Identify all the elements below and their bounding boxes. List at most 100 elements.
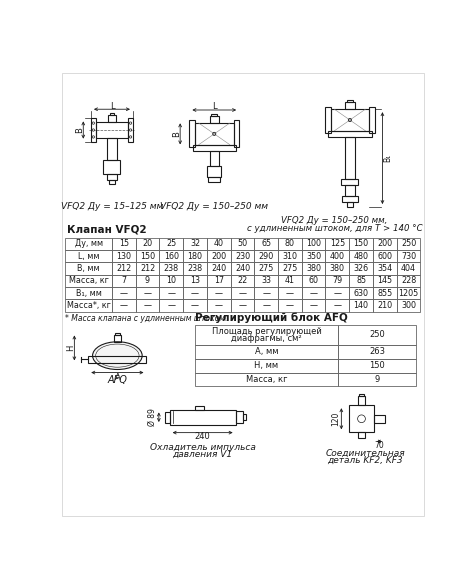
Bar [88, 356, 146, 363]
Text: 17: 17 [214, 276, 224, 286]
Text: VFQ2 Ду = 15–125 мм: VFQ2 Ду = 15–125 мм [61, 202, 163, 212]
Bar [112, 287, 136, 300]
Bar [326, 262, 349, 275]
Text: 9: 9 [145, 276, 150, 286]
Bar [128, 118, 133, 142]
Text: деталь KF2, KF3: деталь KF2, KF3 [328, 456, 403, 465]
Text: 120: 120 [331, 412, 340, 426]
Text: 380: 380 [330, 264, 345, 273]
Bar [230, 238, 255, 250]
Bar [357, 432, 365, 438]
Bar [183, 287, 207, 300]
Text: 150: 150 [354, 240, 369, 248]
Bar [91, 118, 96, 142]
Bar [183, 262, 207, 275]
Bar [302, 250, 326, 262]
Bar [349, 405, 374, 432]
Bar [136, 250, 159, 262]
Text: Масса, кг: Масса, кг [246, 375, 287, 384]
Bar [65, 262, 112, 275]
Bar [195, 359, 338, 373]
Text: 25: 25 [166, 240, 176, 248]
Text: 200: 200 [211, 252, 226, 261]
Text: давления V1: давления V1 [173, 450, 233, 459]
Text: 380: 380 [306, 264, 321, 273]
Bar [302, 262, 326, 275]
Bar [195, 345, 338, 359]
Text: 310: 310 [283, 252, 297, 261]
Bar [328, 131, 372, 137]
Text: 60: 60 [309, 276, 319, 286]
Bar [170, 409, 236, 425]
Bar [195, 406, 204, 409]
Bar [326, 250, 349, 262]
Text: —: — [262, 301, 270, 310]
Bar [195, 373, 338, 387]
Text: 350: 350 [306, 252, 321, 261]
Bar [397, 287, 420, 300]
Text: 230: 230 [235, 252, 250, 261]
Bar [112, 275, 136, 287]
Text: 404: 404 [401, 264, 416, 273]
Text: Масса*, кг: Масса*, кг [67, 301, 110, 310]
Text: 263: 263 [369, 347, 385, 356]
Text: 240: 240 [235, 264, 250, 273]
Text: 145: 145 [377, 276, 392, 286]
Text: —: — [144, 301, 152, 310]
Bar [136, 238, 159, 250]
Circle shape [92, 136, 94, 138]
Text: 80: 80 [285, 240, 295, 248]
Bar [255, 287, 278, 300]
Text: —: — [286, 289, 294, 298]
Text: 50: 50 [237, 240, 247, 248]
Bar [195, 325, 338, 345]
Bar [136, 300, 159, 312]
Bar [255, 262, 278, 275]
Text: Масса, кг: Масса, кг [69, 276, 109, 286]
Bar [243, 414, 246, 420]
Text: —: — [286, 301, 294, 310]
Bar [345, 137, 355, 180]
Bar [349, 250, 373, 262]
Bar [207, 262, 230, 275]
Text: 100: 100 [306, 240, 321, 248]
Text: 20: 20 [143, 240, 153, 248]
Bar [373, 275, 397, 287]
Bar [190, 121, 195, 147]
Text: 85: 85 [356, 276, 366, 286]
Text: —: — [215, 301, 223, 310]
Text: 250: 250 [369, 331, 385, 339]
Text: А, мм: А, мм [255, 347, 278, 356]
Bar [183, 238, 207, 250]
Text: —: — [333, 289, 341, 298]
Bar [159, 275, 183, 287]
Bar [374, 415, 385, 423]
Bar [103, 160, 120, 174]
Text: 140: 140 [354, 301, 369, 310]
Text: 180: 180 [188, 252, 202, 261]
Bar [211, 114, 218, 116]
Text: —: — [238, 301, 246, 310]
Bar [302, 300, 326, 312]
Bar [397, 238, 420, 250]
Bar [207, 238, 230, 250]
Bar [65, 250, 112, 262]
Bar [357, 396, 365, 405]
Bar [159, 287, 183, 300]
Bar [230, 262, 255, 275]
Bar [207, 275, 230, 287]
Text: 13: 13 [190, 276, 200, 286]
Text: 730: 730 [401, 252, 416, 261]
Text: 160: 160 [164, 252, 179, 261]
Bar [342, 196, 357, 202]
Text: Н, мм: Н, мм [255, 361, 279, 370]
Text: VFQ2 Ду = 150–250 мм,: VFQ2 Ду = 150–250 мм, [281, 216, 388, 225]
Bar [109, 113, 114, 115]
Text: 240: 240 [211, 264, 226, 273]
Bar [159, 250, 183, 262]
Text: 290: 290 [258, 252, 274, 261]
Text: 40: 40 [214, 240, 224, 248]
Bar [96, 121, 128, 139]
Bar [326, 300, 349, 312]
Text: —: — [191, 301, 199, 310]
